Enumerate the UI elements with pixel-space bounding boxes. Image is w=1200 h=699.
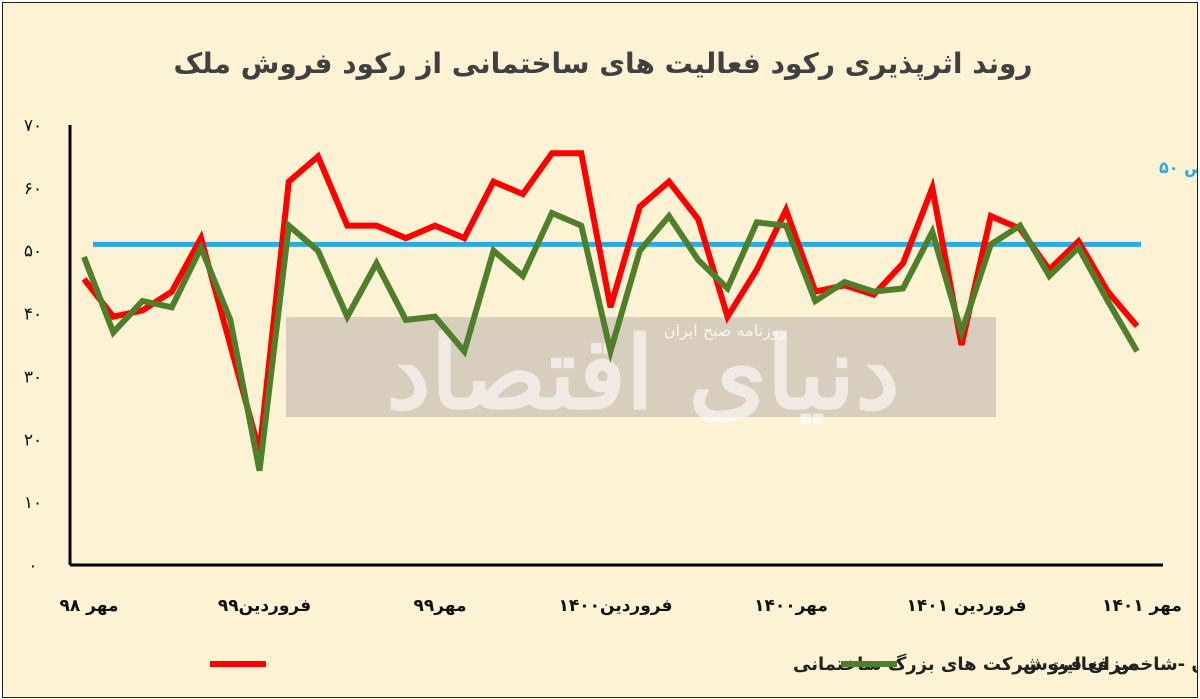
x-tick-label: فروردین۹۹: [218, 596, 311, 616]
y-tick-label: ۶۰: [24, 179, 42, 199]
legend-swatch-construction-index: [210, 661, 266, 667]
y-tick-label: ۲۰: [24, 430, 42, 450]
x-tick-label: فروردین ۱۴۰۱: [907, 596, 1027, 616]
watermark-sub: روزنامه صبح ایران: [664, 321, 787, 341]
series-line-sales: [81, 209, 1140, 472]
x-tick-label: مهر۹۹: [413, 596, 466, 616]
watermark: دنیای اقتصاد روزنامه صبح ایران: [286, 314, 996, 432]
y-tick-label: ۵۰: [24, 242, 42, 262]
x-tick-label: مهر ۹۸: [59, 596, 118, 616]
y-tick-label: ۴۰: [24, 305, 42, 325]
y-axis-ticks: ۰ ۱۰ ۲۰ ۳۰ ۴۰ ۵۰ ۶۰ ۷۰: [24, 116, 42, 576]
x-tick-label: مهر۱۴۰۰: [754, 596, 828, 616]
legend-label-sales: میزان فروش: [1023, 654, 1140, 675]
legend: شامخ کل ساختمان -شاخص فعالیت شرکت های بز…: [210, 653, 1197, 675]
y-tick-label: ۱۰: [24, 493, 42, 513]
watermark-box: [286, 317, 996, 417]
legend-swatch-sales: [841, 661, 897, 667]
x-tick-label: مهر ۱۴۰۱: [1102, 596, 1182, 616]
chart-svg: روند اثرپذیری رکود فعالیت های ساختمانی ا…: [24, 47, 1197, 675]
legend-label-construction-index: شامخ کل ساختمان -شاخص فعالیت شرکت های بز…: [793, 653, 1197, 675]
chart-title: روند اثرپذیری رکود فعالیت های ساختمانی ا…: [174, 47, 1033, 80]
y-tick-label: ۳۰: [24, 367, 42, 387]
x-tick-label: فروردین۱۴۰۰: [559, 596, 673, 616]
y-tick-label: ۷۰: [24, 116, 42, 136]
watermark-main: دنیای اقتصاد: [386, 314, 900, 432]
x-axis-ticks: مهر ۹۸ فروردین۹۹ مهر۹۹ فروردین۱۴۰۰ مهر۱۴۰۰ فر…: [59, 596, 1181, 616]
y-tick-label: ۰: [28, 556, 37, 576]
reference-annotation: حداقل سطح نرمال فعالیت- شاخص ۵۰: [1159, 158, 1197, 177]
